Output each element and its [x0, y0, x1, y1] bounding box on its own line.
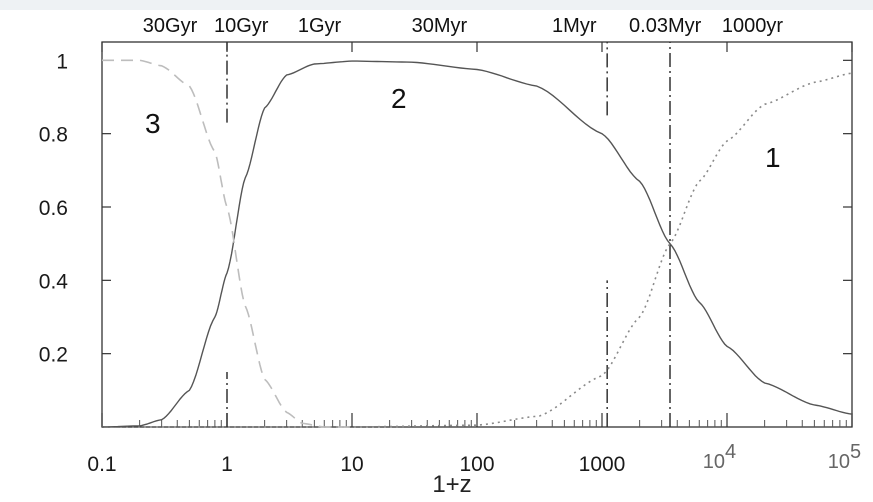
top-axis-label-3: 30Myr	[412, 15, 468, 37]
vertical-markers	[226, 42, 671, 427]
series-line-3	[102, 59, 352, 428]
y-tick-label-3: 0.8	[39, 124, 68, 147]
x-tick-exponent-6: 5	[850, 441, 861, 463]
x-tick-label-3: 100	[459, 453, 494, 476]
x-tick-label-2: 10	[340, 453, 363, 476]
series-label-3: 3	[145, 108, 161, 139]
top-axis-label-0: 30Gyr	[143, 15, 198, 37]
series-label-1: 1	[765, 142, 781, 173]
series-label-2: 2	[391, 83, 407, 114]
x-tick-label-4: 1000	[579, 453, 626, 476]
y-tick-label-1: 0.4	[39, 270, 69, 293]
top-axis-label-6: 1000yr	[722, 15, 783, 37]
x-tick-exponent-5: 4	[725, 441, 736, 463]
x-tick-label-5: 10	[703, 451, 725, 473]
x-axis-title: 1+z	[432, 471, 471, 498]
x-tick-label-6: 10	[828, 451, 850, 473]
top-axis-label-4: 1Myr	[552, 15, 597, 37]
y-tick-label-4: 1	[56, 50, 68, 73]
plot-frame	[101, 41, 853, 428]
y-tick-label-0: 0.2	[39, 344, 68, 367]
top-axis-label-2: 1Gyr	[298, 15, 342, 37]
series-line-1	[102, 72, 853, 428]
top-strip	[0, 0, 873, 10]
top-axis-label-5: 0.03Myr	[629, 15, 702, 37]
axis-ticks	[101, 42, 853, 427]
y-tick-label-2: 0.6	[39, 197, 68, 220]
series-line-2	[101, 60, 853, 428]
plot-area-border	[101, 41, 853, 428]
x-tick-label-1: 1	[221, 453, 233, 476]
series-layer	[101, 59, 853, 428]
x-tick-label-0: 0.1	[87, 453, 116, 476]
top-axis-label-1: 10Gyr	[214, 15, 269, 37]
